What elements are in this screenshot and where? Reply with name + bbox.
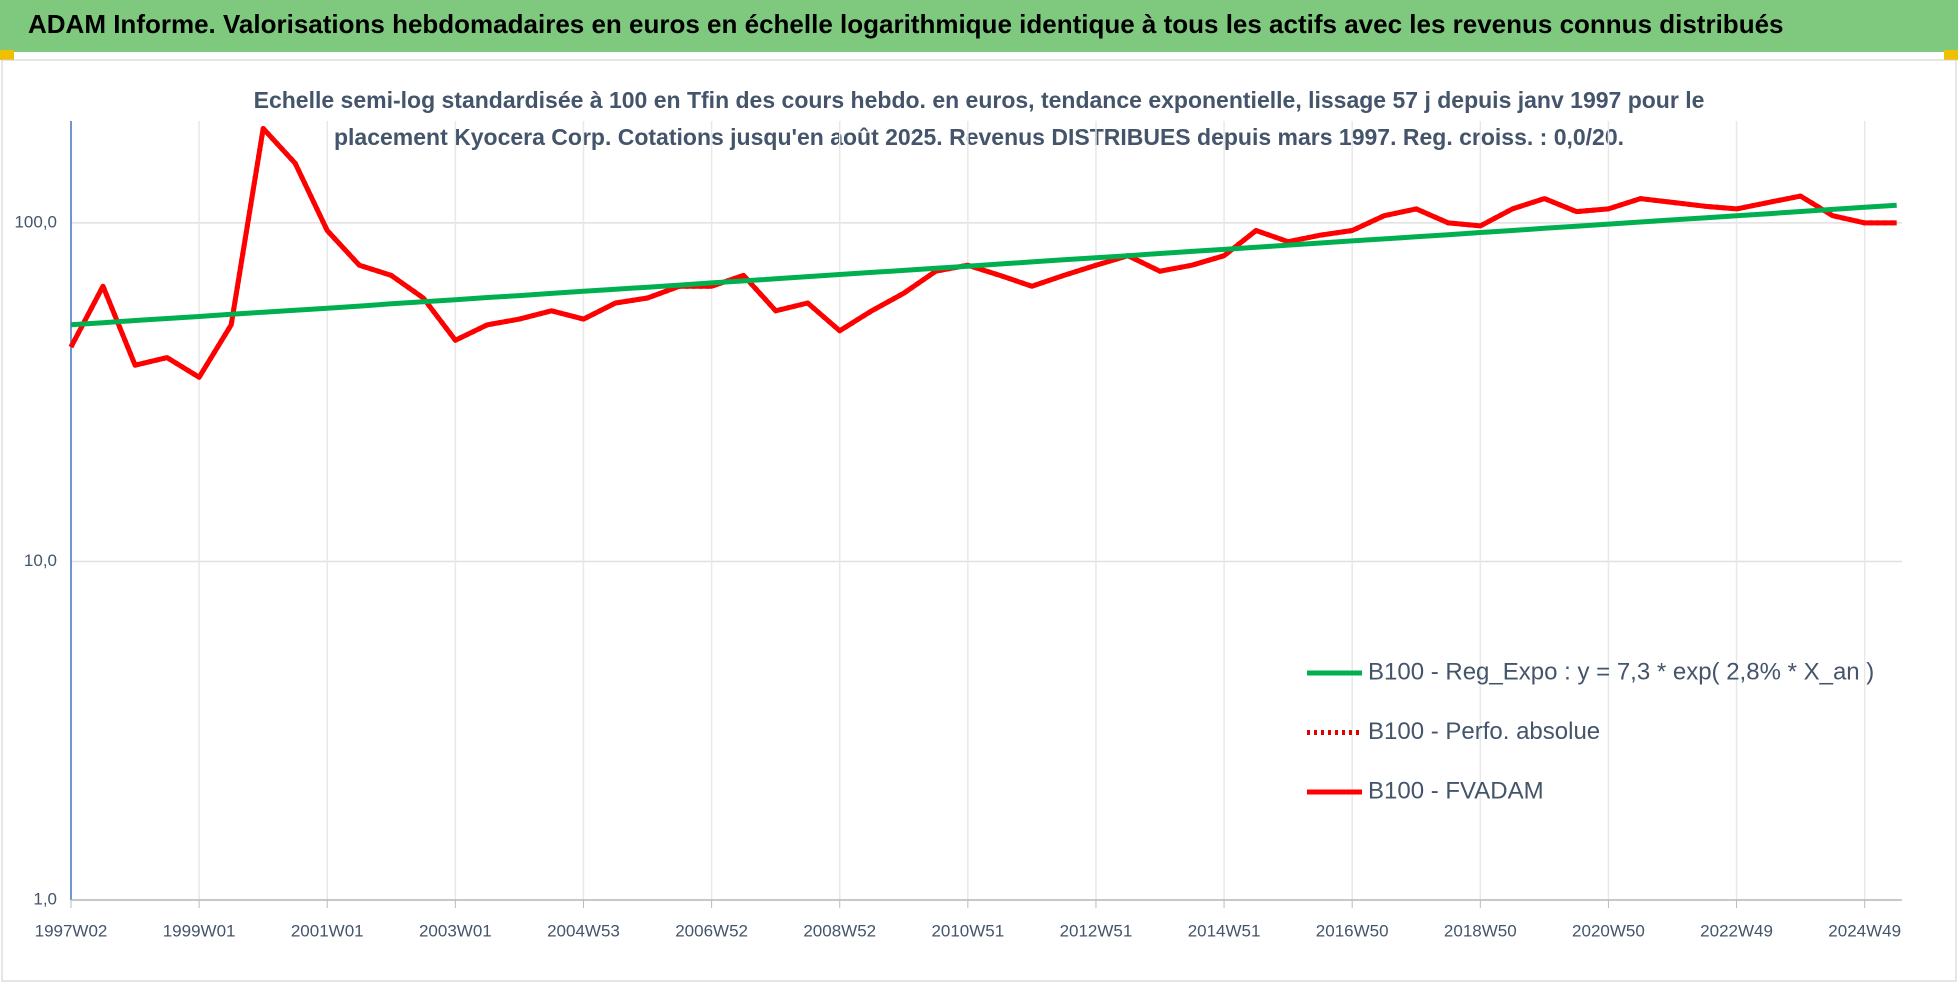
x-tick-label: 2003W01 <box>419 921 492 940</box>
x-tick-label: 2008W52 <box>803 921 876 940</box>
series-line <box>68 126 1897 380</box>
x-tick-label: 2016W50 <box>1316 921 1389 940</box>
corner <box>1944 50 1958 60</box>
chart: 1,0 10,0 100,0 1997W02 1999W01 2001W01 2003W01… <box>14 121 1902 940</box>
x-tick-label: 2020W50 <box>1572 921 1645 940</box>
x-tick-label: 2018W50 <box>1444 921 1517 940</box>
x-tick-label: 2004W53 <box>547 921 620 940</box>
x-tick-label: 1997W02 <box>35 921 108 940</box>
x-tick-label: 2010W51 <box>931 921 1004 940</box>
x-tick-label: 2012W51 <box>1060 921 1133 940</box>
series-line <box>70 202 1897 328</box>
header-bar <box>0 0 1958 52</box>
subtitle: placement Kyocera Corp. Cotations jusqu'… <box>334 124 1624 150</box>
legend-label: B100 - Perfo. absolue <box>1368 718 1600 745</box>
x-tick-label: 1999W01 <box>163 921 236 940</box>
x-tick-label: 2001W01 <box>291 921 364 940</box>
legend-label: B100 - FVADAM <box>1368 777 1544 804</box>
header-title: ADAM Informe. Valorisations hebdomadaire… <box>28 9 1784 39</box>
legend-label: B100 - Reg_Expo : y = 7,3 * exp( 2,8% * … <box>1368 658 1874 685</box>
x-tick-label: 2006W52 <box>675 921 748 940</box>
subtitle: Echelle semi-log standardisée à 100 en T… <box>254 87 1705 113</box>
y-tick-label: 10,0 <box>24 551 57 570</box>
x-tick-label: 2014W51 <box>1188 921 1261 940</box>
x-tick-label: 2024W49 <box>1828 921 1901 940</box>
corner <box>0 50 14 60</box>
frame <box>1 59 1957 982</box>
x-tick-label: 2022W49 <box>1700 921 1773 940</box>
y-tick-label: 100,0 <box>14 212 57 231</box>
y-tick-label: 1,0 <box>33 889 57 908</box>
